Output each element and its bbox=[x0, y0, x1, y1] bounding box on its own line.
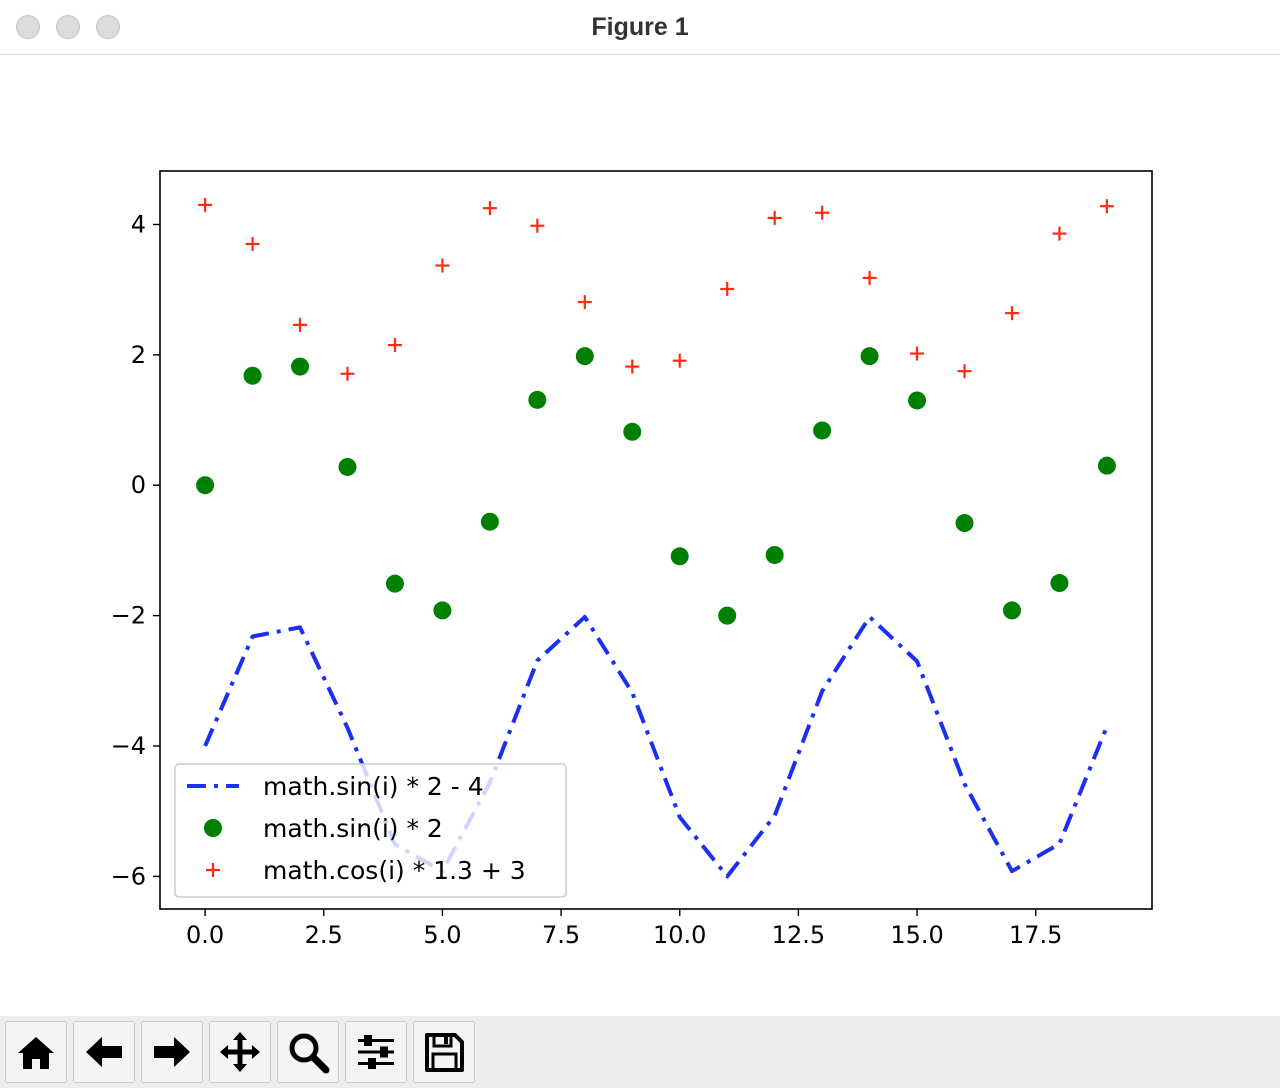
circle-marker bbox=[1097, 456, 1116, 475]
plus-marker bbox=[862, 270, 877, 285]
plus-marker bbox=[482, 201, 497, 216]
y-tick-label: −4 bbox=[111, 732, 146, 760]
x-tick-label: 12.5 bbox=[772, 921, 825, 949]
circle-marker bbox=[1002, 601, 1021, 620]
circle-marker bbox=[196, 476, 215, 495]
navigation-toolbar bbox=[0, 1016, 1280, 1088]
legend-circle-swatch bbox=[204, 819, 222, 837]
circle-marker bbox=[623, 422, 642, 441]
x-tick-label: 15.0 bbox=[890, 921, 943, 949]
home-button[interactable] bbox=[5, 1021, 67, 1083]
chart: 0.0 2.5 5.0 7.5 10.0 12.5 15.0 17.5 4 2 0 −2 −4 −6 mat… bbox=[111, 170, 1153, 949]
circle-marker bbox=[765, 545, 784, 564]
y-tick-label: 4 bbox=[131, 210, 146, 238]
zoom-window-button[interactable] bbox=[96, 15, 120, 39]
circle-marker bbox=[480, 512, 499, 531]
plus-marker bbox=[198, 197, 213, 212]
x-tick-label: 17.5 bbox=[1009, 921, 1062, 949]
x-tick-label: 5.0 bbox=[423, 921, 461, 949]
plus-marker bbox=[293, 317, 308, 332]
title-bar: Figure 1 bbox=[0, 0, 1280, 55]
circle-marker bbox=[670, 547, 689, 566]
sliders-icon bbox=[358, 1035, 394, 1069]
circle-marker bbox=[385, 574, 404, 593]
close-window-button[interactable] bbox=[16, 15, 40, 39]
legend-label: math.sin(i) * 2 - 4 bbox=[263, 772, 484, 801]
legend-box bbox=[174, 763, 567, 898]
circle-marker bbox=[1050, 574, 1069, 593]
y-tick-label: 0 bbox=[131, 471, 146, 499]
plus-marker bbox=[625, 359, 640, 374]
circle-marker bbox=[575, 347, 594, 366]
save-button[interactable] bbox=[413, 1021, 475, 1083]
x-tick-label: 7.5 bbox=[542, 921, 580, 949]
magnifier-icon bbox=[289, 1033, 330, 1074]
x-tick-label: 0.0 bbox=[186, 921, 224, 949]
plus-marker bbox=[1004, 306, 1019, 321]
arrow-right-icon bbox=[154, 1037, 190, 1067]
circle-marker bbox=[718, 606, 737, 625]
plus-marker bbox=[767, 210, 782, 225]
plus-marker bbox=[387, 338, 402, 353]
x-tick-label: 10.0 bbox=[653, 921, 706, 949]
move-icon bbox=[220, 1032, 260, 1072]
circle-marker bbox=[813, 421, 832, 440]
legend: math.sin(i) * 2 - 4 math.sin(i) * 2 math.c… bbox=[174, 763, 567, 898]
plus-marker bbox=[815, 205, 830, 220]
circle-marker bbox=[955, 514, 974, 533]
plus-marker bbox=[340, 366, 355, 381]
circle-marker bbox=[338, 457, 357, 476]
circle-marker bbox=[908, 391, 927, 410]
plus-marker bbox=[1052, 226, 1067, 241]
minimize-window-button[interactable] bbox=[56, 15, 80, 39]
plus-marker bbox=[530, 218, 545, 233]
plus-marker bbox=[245, 237, 260, 252]
arrow-left-icon bbox=[86, 1037, 122, 1067]
floppy-disk-icon bbox=[425, 1033, 464, 1072]
series-line bbox=[203, 614, 1109, 879]
window-title: Figure 1 bbox=[591, 13, 689, 41]
configure-subplots-button[interactable] bbox=[345, 1021, 407, 1083]
zoom-button[interactable] bbox=[277, 1021, 339, 1083]
plus-marker bbox=[672, 353, 687, 368]
plus-marker bbox=[910, 346, 925, 361]
legend-plus-swatch bbox=[206, 863, 220, 877]
legend-label: math.cos(i) * 1.3 + 3 bbox=[263, 856, 526, 885]
circle-marker bbox=[291, 357, 310, 376]
plus-marker bbox=[1099, 199, 1114, 214]
pan-button[interactable] bbox=[209, 1021, 271, 1083]
back-button[interactable] bbox=[73, 1021, 135, 1083]
circle-marker bbox=[860, 347, 879, 366]
legend-label: math.sin(i) * 2 bbox=[263, 814, 443, 843]
y-tick-label: −6 bbox=[111, 862, 146, 890]
plus-marker bbox=[577, 295, 592, 310]
y-tick-label: 2 bbox=[131, 341, 146, 369]
plus-marker bbox=[435, 258, 450, 273]
y-tick-label: −2 bbox=[111, 602, 146, 630]
home-icon bbox=[18, 1037, 54, 1069]
x-tick-label: 2.5 bbox=[305, 921, 343, 949]
plus-marker bbox=[957, 364, 972, 379]
plot-frame bbox=[159, 170, 1153, 910]
plus-marker bbox=[720, 282, 735, 297]
circle-marker bbox=[528, 390, 547, 409]
circle-marker bbox=[433, 601, 452, 620]
circle-marker bbox=[243, 366, 262, 385]
forward-button[interactable] bbox=[141, 1021, 203, 1083]
